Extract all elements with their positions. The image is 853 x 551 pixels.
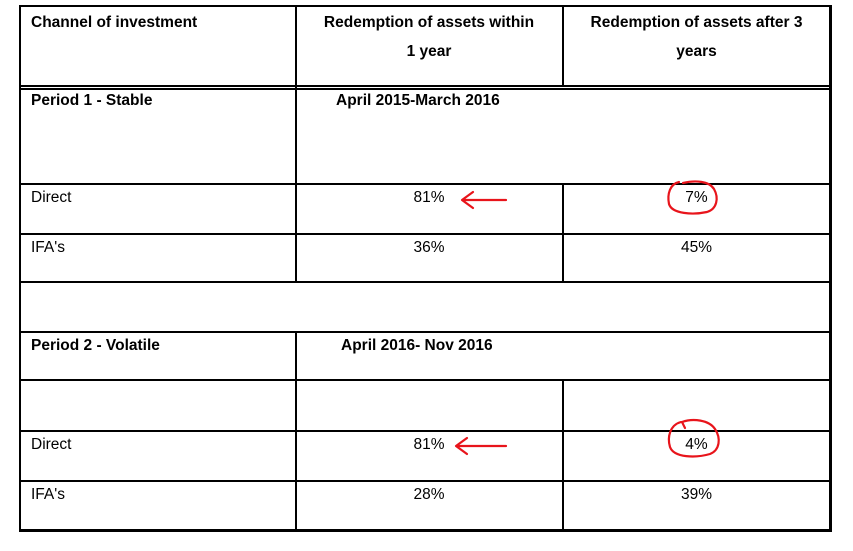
period2-direct-channel: Direct: [31, 436, 72, 453]
header-after-3-years-line2: years: [676, 43, 717, 60]
period1-direct-within-1-year: 81%: [413, 189, 445, 206]
header-within-1-year-line1: Redemption of assets within: [323, 14, 535, 31]
highlight-circle-icon: [667, 418, 720, 458]
redemption-table: [19, 5, 832, 532]
period1-ifa-channel: IFA's: [31, 239, 65, 256]
period2-label: Period 2 - Volatile: [31, 337, 160, 354]
row-divider: [19, 88, 832, 90]
period2-ifa-after-3-years: 39%: [680, 486, 713, 503]
period1-direct-channel: Direct: [31, 189, 72, 206]
column-divider: [562, 379, 564, 532]
left-arrow-icon: [454, 436, 508, 456]
period1-ifa-within-1-year: 36%: [413, 239, 445, 256]
row-divider: [19, 331, 832, 333]
period1-ifa-after-3-years: 45%: [680, 239, 713, 256]
row-divider: [19, 430, 832, 432]
header-channel: Channel of investment: [31, 14, 198, 31]
highlight-circle-icon: [667, 180, 718, 215]
column-divider: [295, 5, 297, 283]
period2-direct-after-3-years: 4%: [685, 436, 708, 453]
period2-range: April 2016- Nov 2016: [341, 337, 493, 354]
period1-range: April 2015-March 2016: [336, 92, 500, 109]
table-border-top: [19, 5, 832, 7]
row-divider: [19, 183, 832, 185]
column-divider: [295, 331, 297, 532]
row-divider: [19, 480, 832, 482]
period2-ifa-channel: IFA's: [31, 486, 65, 503]
period1-direct-after-3-years: 7%: [685, 189, 708, 206]
header-within-1-year-line2: 1 year: [406, 43, 452, 60]
column-divider: [562, 183, 564, 283]
period2-direct-within-1-year: 81%: [413, 436, 445, 453]
left-arrow-icon: [460, 190, 508, 210]
header-after-3-years-line1: Redemption of assets after 3: [590, 14, 803, 31]
row-divider: [19, 379, 832, 381]
row-divider: [19, 85, 832, 87]
period2-ifa-within-1-year: 28%: [413, 486, 445, 503]
column-divider: [562, 5, 564, 87]
row-divider: [19, 281, 832, 283]
row-divider: [19, 233, 832, 235]
table-border-right: [829, 5, 832, 532]
period1-label: Period 1 - Stable: [31, 92, 153, 109]
table-border-left: [19, 5, 21, 532]
table-border-bottom: [19, 529, 832, 532]
